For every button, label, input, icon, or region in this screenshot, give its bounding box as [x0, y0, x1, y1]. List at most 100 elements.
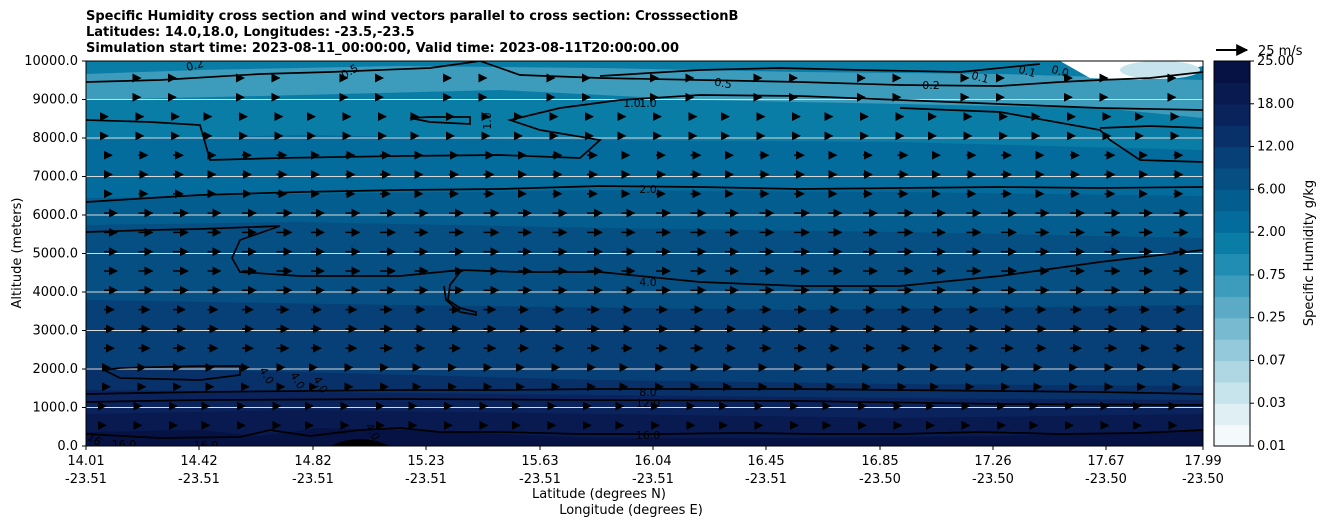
- colorbar-swatch-11: [1214, 189, 1250, 212]
- contour-line-2: [599, 63, 1041, 77]
- x-tick-lon-2: -23.51: [292, 472, 334, 487]
- y-tick-label-3: 3000.0: [33, 324, 79, 339]
- y-tick-label-2: 2000.0: [33, 362, 79, 377]
- x-tick-lon-6: -23.51: [745, 472, 787, 487]
- y-tick-label-1: 1000.0: [33, 401, 79, 416]
- x-tick-lon-7: -23.50: [859, 472, 901, 487]
- colorbar-swatch-1: [1214, 403, 1250, 426]
- colorbar-tick-label-0: 0.01: [1257, 439, 1286, 454]
- x-tick-lat-2: 14.82: [294, 454, 331, 469]
- contour-label-17: 16: [85, 430, 104, 448]
- title-line-2: Latitudes: 14.0,18.0, Longitudes: -23.5,…: [86, 25, 415, 40]
- colorbar-tick-label-3: 0.25: [1257, 311, 1286, 326]
- colorbar-swatch-6: [1214, 296, 1250, 319]
- colorbar-swatch-12: [1214, 167, 1250, 190]
- contour-label-4: 1.0: [639, 97, 657, 110]
- colorbar-swatch-17: [1214, 61, 1250, 83]
- x-tick-lon-9: -23.50: [1085, 472, 1127, 487]
- colorbar-frame: [1213, 60, 1251, 447]
- contour-line-7: [86, 185, 1203, 203]
- contour-label-3: 1.0: [623, 97, 641, 110]
- contour-label-12: 8.0: [639, 386, 657, 399]
- x-axis: 14.01 -23.51 14.42 -23.51 14.82 -23.51 15.23 -2…: [65, 446, 1224, 487]
- colorbar-swatch-4: [1214, 339, 1250, 362]
- colorbar-tick-label-7: 12.00: [1257, 140, 1294, 155]
- x-tick-lat-9: 17.67: [1087, 454, 1124, 469]
- plot-area: 0.2 0.50.51.01.01.00.2 0.1 0.1 0.02.04.08.01…: [85, 57, 1203, 452]
- colorbar-tick-label-6: 6.00: [1257, 182, 1286, 197]
- x-tick-lat-0: 14.01: [67, 454, 104, 469]
- x-tick-lat-7: 16.85: [861, 454, 898, 469]
- x-tick-lon-5: -23.51: [632, 472, 674, 487]
- colorbar-swatch-9: [1214, 232, 1250, 255]
- contour-line-13: [86, 427, 1203, 439]
- x-axis-label-lon: Longitude (degrees E): [559, 503, 703, 518]
- x-axis-label-lat: Latitude (degrees N): [532, 487, 666, 502]
- y-tick-label-0: 0.0: [57, 439, 78, 454]
- y-axis: 0.0 1000.0 2000.0 3000.0 4000.0 5000.0 6000.0 7…: [24, 54, 86, 454]
- colorbar-tick-label-9: 25.00: [1257, 54, 1294, 69]
- contour-label-8: 0.1: [1017, 63, 1037, 80]
- contour-line-10: [103, 365, 241, 381]
- quiver-key-label: 25 m/s: [1258, 44, 1303, 59]
- colorbar-tick-label-5: 2.00: [1257, 225, 1286, 240]
- title-line-1: Specific Humidity cross section and wind…: [86, 9, 739, 24]
- colorbar-swatch-14: [1214, 125, 1250, 148]
- contour-label-7: 0.1: [970, 69, 990, 86]
- colorbar-swatch-13: [1214, 146, 1250, 169]
- colorbar-tick-label-4: 0.75: [1257, 268, 1286, 283]
- quiver-key: 25 m/s: [1216, 44, 1303, 59]
- x-tick-lon-0: -23.51: [65, 472, 107, 487]
- x-tick-lat-5: 16.04: [634, 454, 671, 469]
- x-tick-lat-4: 15.63: [521, 454, 558, 469]
- colorbar-swatch-8: [1214, 253, 1250, 276]
- contour-label-16: 16.0: [194, 439, 219, 452]
- x-tick-lon-3: -23.51: [405, 472, 447, 487]
- surface-blob: [330, 439, 390, 446]
- colorbar-label: Specific Humidity g/kg: [1302, 180, 1317, 326]
- colorbar-tick-label-2: 0.07: [1257, 353, 1286, 368]
- x-tick-lat-8: 17.26: [974, 454, 1011, 469]
- contour-label-10: 2.0: [639, 183, 657, 196]
- contour-labels: 0.2 0.50.51.01.01.00.2 0.1 0.1 0.02.04.08.01…: [85, 57, 1070, 452]
- x-tick-lon-4: -23.51: [519, 472, 561, 487]
- colorbar-tick-label-8: 18.00: [1257, 97, 1294, 112]
- colorbar: 0.01 0.03 0.07 0.25 0.75 2.00 6.00 12.00 18.00 25…: [1213, 54, 1294, 454]
- colorbar-tick-label-1: 0.03: [1257, 396, 1286, 411]
- x-tick-lon-10: -23.50: [1182, 472, 1224, 487]
- y-tick-label-6: 6000.0: [33, 208, 79, 223]
- colorbar-swatch-7: [1214, 274, 1250, 297]
- title-line-3: Simulation start time: 2023-08-11_00:00:…: [86, 41, 679, 56]
- x-tick-lat-6: 16.45: [747, 454, 784, 469]
- y-axis-label: Altitude (meters): [10, 198, 25, 309]
- y-tick-label-9: 9000.0: [33, 93, 79, 108]
- chart-title: Specific Humidity cross section and wind…: [86, 9, 738, 57]
- contour-label-11: 4.0: [639, 276, 657, 289]
- wind-vectors: [97, 73, 1189, 430]
- colorbar-swatch-2: [1214, 381, 1250, 404]
- contour-label-6: 0.2: [922, 79, 940, 92]
- y-tick-label-4: 4000.0: [33, 285, 79, 300]
- y-tick-label-8: 8000.0: [33, 131, 79, 146]
- colorbar-swatch-16: [1214, 82, 1250, 105]
- contour-label-0: 0.2: [185, 57, 205, 74]
- x-tick-lon-1: -23.51: [178, 472, 220, 487]
- contour-label-15: 16.0: [112, 438, 137, 451]
- colorbar-swatch-5: [1214, 317, 1250, 340]
- contour-line-4: [409, 116, 471, 125]
- x-tick-lat-1: 14.42: [180, 454, 217, 469]
- contour-label-14: 16.0: [636, 429, 661, 442]
- colorbar-swatch-15: [1214, 103, 1250, 126]
- y-tick-label-10: 10000.0: [24, 54, 78, 69]
- colorbar-swatch-0: [1214, 424, 1250, 447]
- contour-label-9: 0.0: [1050, 63, 1070, 80]
- x-tick-lon-8: -23.50: [972, 472, 1014, 487]
- x-tick-lat-10: 17.99: [1184, 454, 1221, 469]
- contour-line-0: [86, 61, 481, 83]
- contour-label-2: 0.5: [713, 76, 732, 92]
- colorbar-swatch-3: [1214, 360, 1250, 383]
- contour-label-5: 1.0: [481, 112, 494, 130]
- colorbar-swatch-10: [1214, 210, 1250, 233]
- y-tick-label-5: 5000.0: [33, 247, 79, 262]
